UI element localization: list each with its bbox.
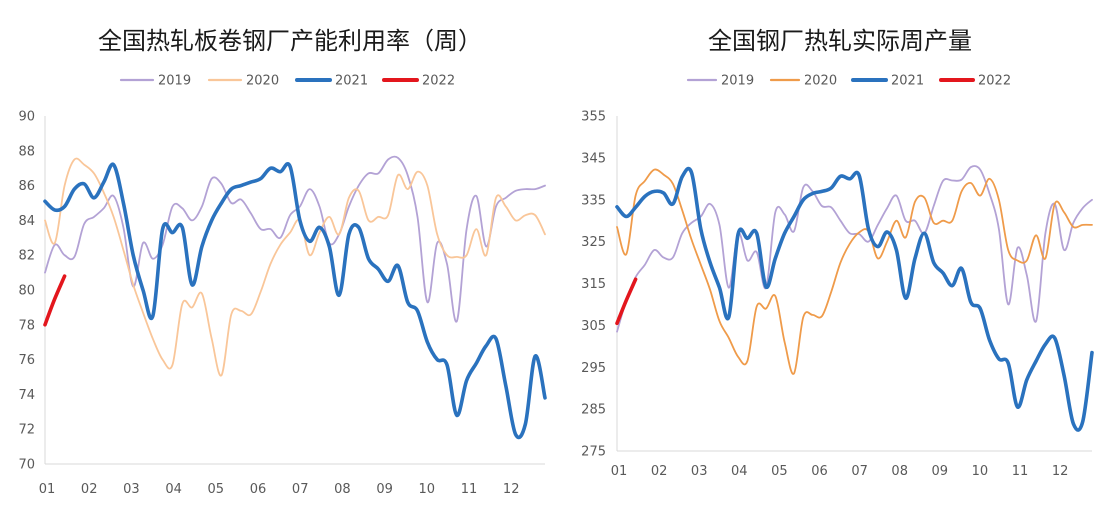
legend-label-2020: 2020 [246, 74, 279, 89]
y-tick-label: 325 [581, 235, 606, 250]
x-tick-label: 06 [250, 482, 267, 497]
x-tick-label: 10 [972, 464, 989, 479]
y-tick-label: 335 [581, 193, 606, 208]
y-tick-label: 80 [18, 284, 35, 299]
y-tick-label: 345 [581, 151, 606, 166]
y-tick-label: 285 [581, 403, 606, 418]
x-tick-label: 01 [611, 464, 628, 479]
plot-area [43, 155, 547, 440]
x-tick-label: 10 [419, 482, 436, 497]
x-tick-label: 07 [851, 464, 868, 479]
y-tick-label: 295 [581, 361, 606, 376]
x-tick-label: 11 [461, 482, 478, 497]
chart-title: 全国热轧板卷钢厂产能利用率（周） [98, 27, 482, 55]
x-tick-label: 11 [1012, 464, 1029, 479]
x-tick-label: 12 [503, 482, 520, 497]
series-line-2022 [43, 274, 67, 327]
chart-title: 全国钢厂热轧实际周产量 [708, 27, 972, 55]
y-tick-label: 86 [18, 179, 35, 194]
y-tick-label: 315 [581, 277, 606, 292]
chart-capacity-utilization: 全国热轧板卷钢厂产能利用率（周） 2019 2020 2021 2022 90 88 86… [18, 27, 547, 497]
x-tick-label: 03 [691, 464, 708, 479]
series-line-2021 [615, 166, 1094, 432]
series-line-2022 [615, 277, 638, 326]
y-tick-label: 84 [18, 214, 35, 229]
legend-label-2022: 2022 [978, 74, 1011, 89]
x-tick-label: 06 [811, 464, 828, 479]
x-tick-label: 05 [771, 464, 788, 479]
y-tick-label: 82 [18, 249, 35, 264]
y-tick-label: 90 [18, 110, 35, 125]
x-tick-label: 02 [651, 464, 668, 479]
legend-label-2021: 2021 [891, 74, 924, 89]
x-tick-label: 05 [208, 482, 225, 497]
series-line-2021 [43, 162, 547, 440]
x-tick-label: 04 [165, 482, 182, 497]
x-tick-label: 08 [334, 482, 351, 497]
legend-label-2020: 2020 [804, 74, 837, 89]
x-tick-label: 04 [731, 464, 748, 479]
legend-label-2021: 2021 [335, 74, 368, 89]
x-tick-label: 09 [376, 482, 393, 497]
legend-label-2019: 2019 [721, 74, 754, 89]
plot-area [615, 165, 1094, 432]
legend: 2019 2020 2021 2022 [119, 74, 455, 89]
y-tick-label: 275 [581, 445, 606, 460]
legend: 2019 2020 2021 2022 [686, 74, 1011, 89]
series-line-2020 [616, 168, 1093, 375]
y-tick-label: 88 [18, 144, 35, 159]
y-tick-label: 72 [18, 423, 35, 438]
y-tick-label: 70 [18, 458, 35, 473]
axes: 90 88 86 84 82 80 78 76 74 72 70 01 02 03 04 05 06 07 08 09… [18, 110, 545, 497]
axes: 355 345 335 325 315 305 295 285 275 01 02 03 04 05 06 0… [581, 110, 1092, 479]
series-line-2019 [616, 165, 1093, 333]
x-tick-label: 07 [292, 482, 309, 497]
chart-weekly-output: 全国钢厂热轧实际周产量 2019 2020 2021 2022 355 345 335 32… [581, 27, 1094, 479]
x-tick-label: 12 [1052, 464, 1069, 479]
y-tick-label: 76 [18, 353, 35, 368]
legend-label-2022: 2022 [422, 74, 455, 89]
x-tick-label: 03 [123, 482, 140, 497]
legend-label-2019: 2019 [158, 74, 191, 89]
y-tick-label: 305 [581, 319, 606, 334]
x-tick-label: 01 [39, 482, 56, 497]
x-tick-label: 02 [81, 482, 98, 497]
y-tick-label: 78 [18, 318, 35, 333]
x-tick-label: 08 [891, 464, 908, 479]
x-tick-label: 09 [932, 464, 949, 479]
y-tick-label: 355 [581, 110, 606, 125]
y-tick-label: 74 [18, 388, 35, 403]
series-line-2020 [44, 157, 546, 377]
